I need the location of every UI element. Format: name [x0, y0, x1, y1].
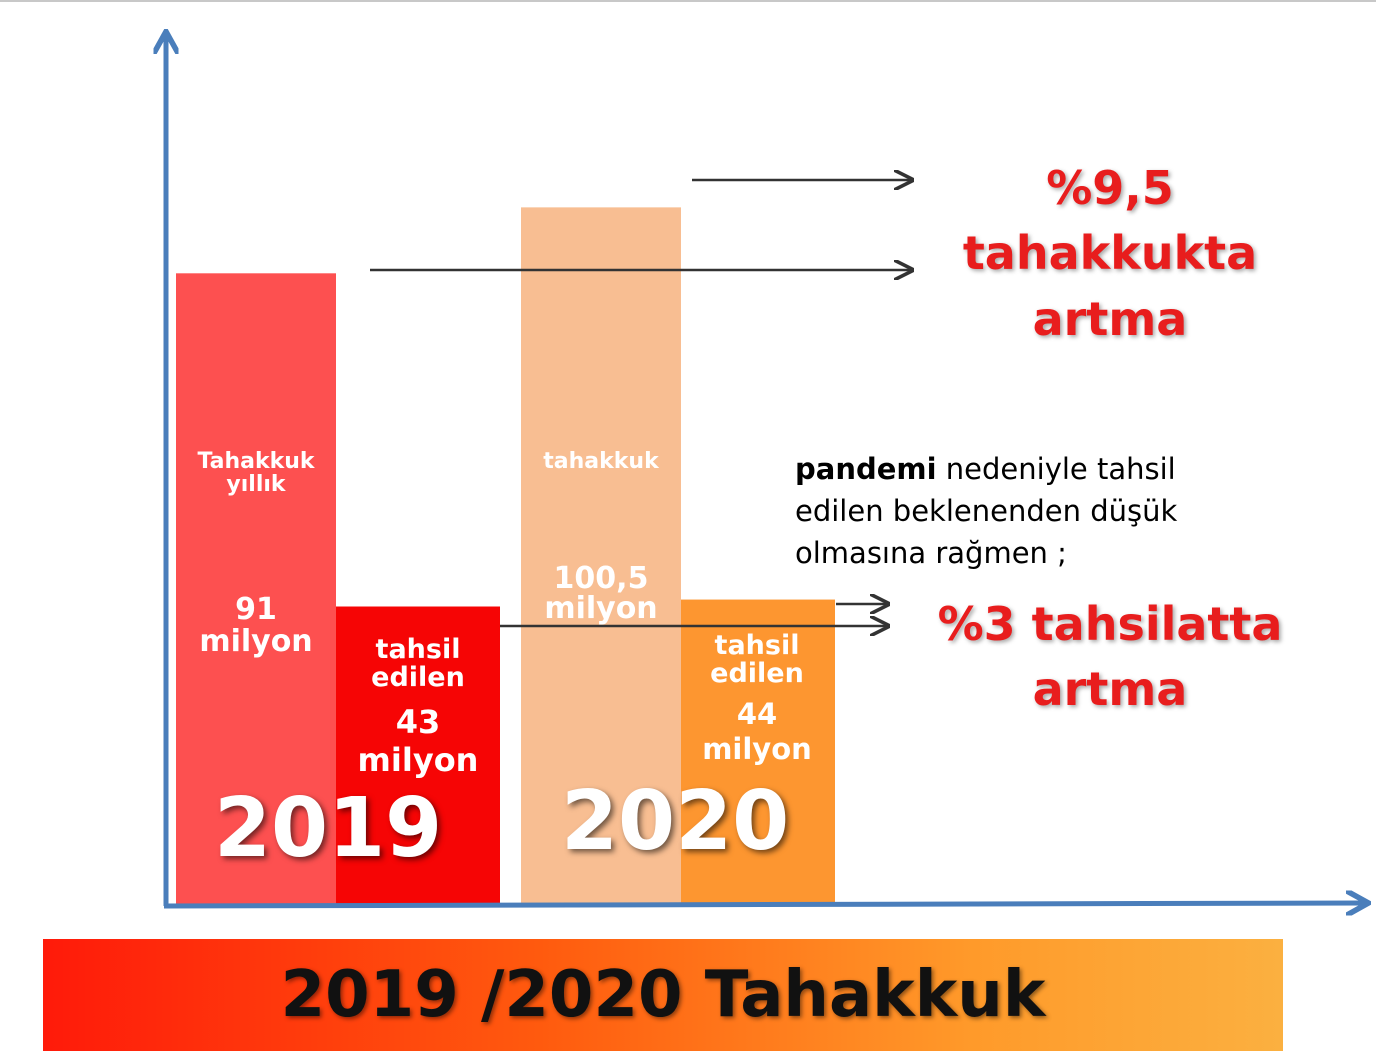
bar-2020-tahsil-label: tahsil edilen: [681, 630, 833, 690]
bar-value: 100,5: [553, 561, 649, 596]
year-label-2020: 2020: [561, 774, 790, 869]
bar-label-line: yıllık: [226, 472, 286, 498]
chart-title: 2019 /2020 Tahakkuk: [280, 958, 1046, 1032]
note-bold-word: pandemi: [795, 452, 937, 486]
bar-2019-tahakkuk-label: Tahakkuk yıllık: [176, 450, 336, 496]
bar-2020-tahakkuk-value: 100,5 milyon: [521, 564, 681, 624]
bar-label-line: edilen: [710, 658, 804, 690]
bar-2020-tahsil-value: 44 milyon: [681, 697, 833, 767]
callout-line: %3 tahsilatta: [937, 597, 1283, 651]
bar-2019-tahsil: [336, 606, 500, 905]
bar-2020-tahsil: [681, 599, 835, 905]
bar-unit: milyon: [199, 623, 313, 659]
bar-unit: milyon: [357, 741, 479, 780]
pandemic-note: pandemi nedeniyle tahsil edilen beklenen…: [795, 448, 1315, 574]
bar-2020-tahakkuk-label: tahakkuk: [521, 450, 681, 473]
bar-value: 91: [235, 592, 277, 627]
bar-label-line: tahsil: [375, 634, 461, 665]
note-text: nedeniyle tahsil: [936, 452, 1176, 486]
note-line: pandemi nedeniyle tahsil: [795, 448, 1315, 490]
bar-label-line: tahsil: [714, 630, 800, 661]
bar-unit: milyon: [702, 731, 812, 766]
top-rule: [0, 0, 1376, 2]
note-line: olmasına rağmen ;: [795, 536, 1067, 571]
bar-label-line: tahakkuk: [543, 449, 659, 474]
bar-label-line: edilen: [371, 662, 465, 694]
x-axis: [163, 903, 1366, 906]
callout-line: artma: [1032, 662, 1188, 717]
bar-value: 44: [736, 697, 778, 731]
callout-tahakkuk-change: %9,5 tahakkukta artma: [910, 156, 1310, 352]
callout-tahsilat-change: %3 tahsilatta artma: [910, 592, 1310, 723]
year-label-2019: 2019: [214, 781, 443, 876]
bar-2019-tahsil-label: tahsil edilen: [336, 634, 500, 694]
bar-label-line: Tahakkuk: [197, 449, 315, 474]
bar-2019-tahakkuk-value: 91 milyon: [176, 594, 336, 657]
callout-line: %9,5 tahakkukta: [962, 161, 1258, 281]
bar-2020-tahakkuk: [521, 207, 681, 906]
bar-unit: milyon: [544, 591, 658, 626]
note-line: edilen beklenenden düşük: [795, 494, 1178, 529]
bar-2019-tahakkuk: [176, 273, 336, 905]
bar-value: 43: [395, 703, 441, 741]
bar-2019-tahsil-value: 43 milyon: [336, 703, 500, 780]
callout-line: artma: [1032, 291, 1188, 346]
title-banner: 2019 /2020 Tahakkuk: [43, 939, 1283, 1051]
